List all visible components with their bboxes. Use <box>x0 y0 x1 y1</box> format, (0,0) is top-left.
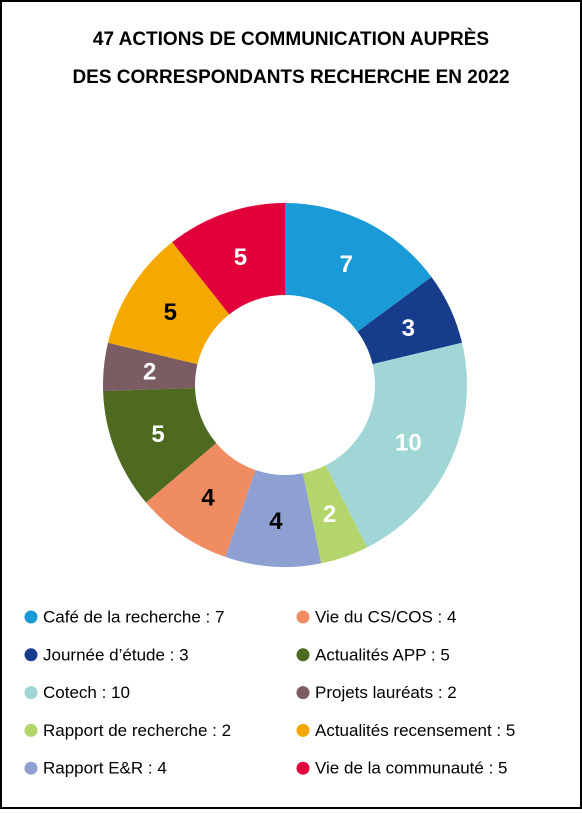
legend-label: Vie de la communauté : 5 <box>315 759 507 778</box>
legend-label: Rapport de recherche : 2 <box>43 721 231 740</box>
chart-title: 47 ACTIONS DE COMMUNICATION AUPRÈS <box>93 28 489 50</box>
slice <box>285 203 432 332</box>
data-label: 4 <box>269 508 283 535</box>
legend-swatch <box>24 648 38 662</box>
data-label: 10 <box>395 430 422 457</box>
data-label: 4 <box>201 484 215 511</box>
data-label: 5 <box>164 299 177 326</box>
legend-swatch <box>296 648 310 662</box>
legend-label: Rapport E&R : 4 <box>43 759 167 778</box>
legend-swatch <box>24 686 38 700</box>
data-label: 5 <box>234 244 247 271</box>
legend-label: Café de la recherche : 7 <box>43 607 224 626</box>
legend-swatch <box>24 761 38 775</box>
slice <box>107 242 230 365</box>
legend-label: Journée d’étude : 3 <box>43 645 189 664</box>
slice <box>103 342 198 392</box>
data-label: 5 <box>151 421 164 448</box>
slice <box>172 203 285 315</box>
legend-label: Actualités recensement : 5 <box>315 721 515 740</box>
data-label: 7 <box>340 251 353 278</box>
legend-swatch <box>296 686 310 700</box>
slice <box>225 470 322 567</box>
data-label: 2 <box>323 501 336 528</box>
slice <box>357 277 463 365</box>
legend-swatch <box>24 723 38 737</box>
legend-label: Projets lauréats : 2 <box>315 683 457 702</box>
legend-swatch <box>296 610 310 624</box>
slice <box>146 443 256 557</box>
chart-title: DES CORRESPONDANTS RECHERCHE EN 2022 <box>72 67 509 88</box>
slice <box>325 342 467 548</box>
legend-label: Cotech : 10 <box>43 683 130 702</box>
data-label: 3 <box>402 315 415 342</box>
legend-swatch <box>296 723 310 737</box>
slice <box>302 465 368 564</box>
legend-swatch <box>296 761 310 775</box>
legend-swatch <box>24 610 38 624</box>
data-label: 2 <box>143 359 156 386</box>
legend-label: Actualités APP : 5 <box>315 645 450 664</box>
slice <box>103 388 217 503</box>
legend-label: Vie du CS/COS : 4 <box>315 607 456 626</box>
